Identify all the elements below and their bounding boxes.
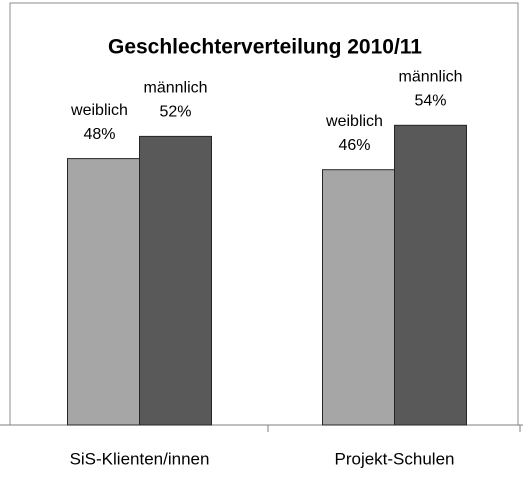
bar	[322, 169, 395, 426]
data-label: 46%	[338, 137, 370, 154]
data-label: 48%	[83, 126, 115, 143]
bar	[394, 124, 467, 426]
series-label: männlich	[398, 69, 462, 86]
series-label: weiblich	[325, 113, 383, 130]
data-label: 52%	[159, 104, 191, 121]
series-label: männlich	[143, 80, 207, 97]
chart-title: Geschlechterverteilung 2010/11	[108, 36, 422, 59]
bar	[67, 158, 140, 426]
bar	[139, 135, 212, 426]
series-label: weiblich	[70, 102, 128, 119]
x-tick-label: Projekt-Schulen	[334, 449, 454, 468]
x-tick-label: SiS-Klienten/innen	[70, 449, 210, 468]
data-label: 54%	[414, 93, 446, 110]
